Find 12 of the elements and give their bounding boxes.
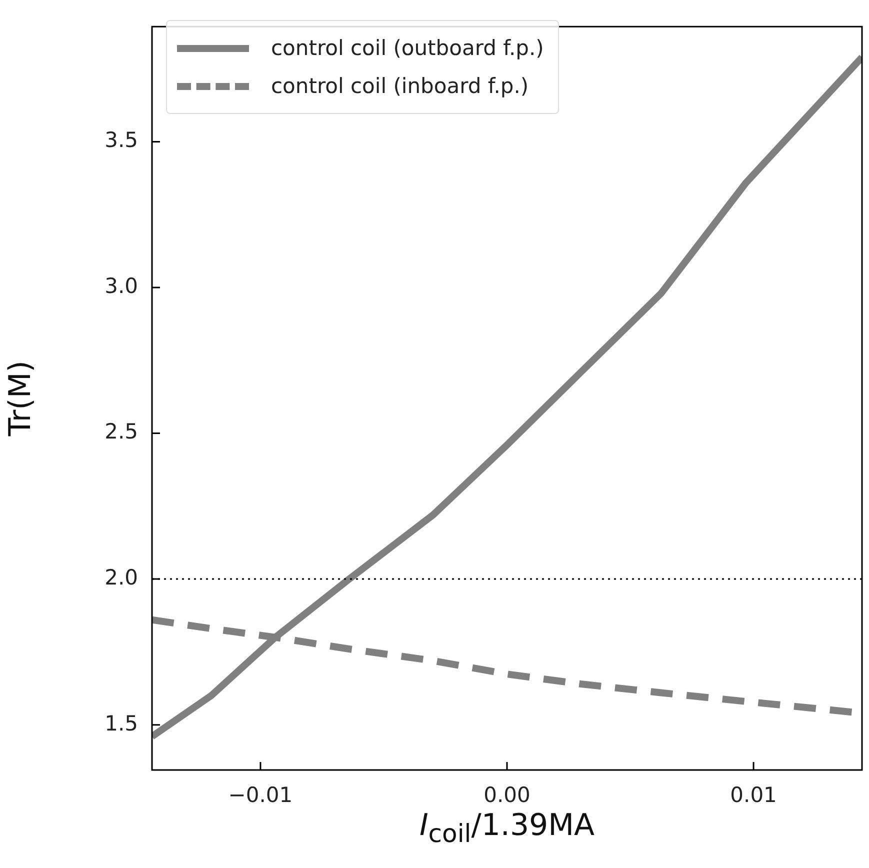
x-tick-label: −0.01 <box>228 783 293 808</box>
y-tick-label: 2.5 <box>104 420 138 444</box>
legend-label: control coil (outboard f.p.) <box>271 36 544 60</box>
y-tick-label: 2.0 <box>104 566 138 590</box>
y-tick-label: 3.0 <box>104 274 138 298</box>
y-tick-label: 1.5 <box>104 711 138 736</box>
y-tick-label: 3.5 <box>104 128 138 152</box>
x-tick-label: 0.01 <box>730 783 777 808</box>
x-axis-title: I$_{coil}$/1.39MA <box>418 808 596 848</box>
legend-label: control coil (inboard f.p.) <box>271 74 529 98</box>
x-tick-label: 0.00 <box>484 783 530 808</box>
y-axis-title: Tr(M) <box>2 360 38 438</box>
